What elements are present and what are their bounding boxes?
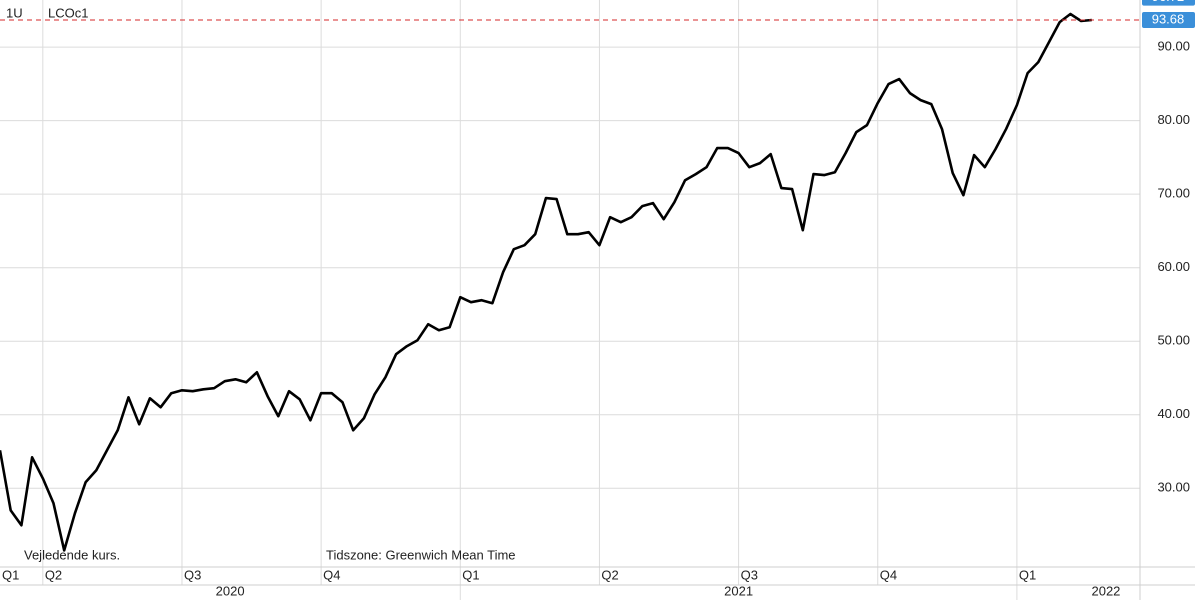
year-label: 2022 (1091, 583, 1120, 598)
x-tick-label: Q3 (741, 567, 758, 582)
x-tick-label: Q1 (1019, 567, 1036, 582)
year-label: 2021 (724, 583, 753, 598)
timezone-note: Tidszone: Greenwich Mean Time (326, 547, 516, 562)
y-tick-label: 90.00 (1157, 39, 1190, 54)
y-tick-label: 50.00 (1157, 333, 1190, 348)
y-tick-label: 60.00 (1157, 259, 1190, 274)
y-tick-label: 70.00 (1157, 186, 1190, 201)
y-tick-label: 40.00 (1157, 406, 1190, 421)
interval-label: 1U (6, 5, 23, 20)
price-box-label: 93.68 (1152, 11, 1185, 26)
x-tick-label: Q1 (2, 567, 19, 582)
x-tick-label: Q4 (880, 567, 897, 582)
price-box (1142, 12, 1195, 29)
symbol-label: LCOc1 (48, 5, 88, 20)
grid (0, 0, 1140, 585)
year-label: 2020 (216, 583, 245, 598)
x-tick-label: Q1 (462, 567, 479, 582)
price-box-label: 96.72 (1152, 0, 1185, 4)
x-tick-label: Q4 (323, 567, 340, 582)
x-tick-label: Q2 (601, 567, 618, 582)
x-tick-label: Q3 (184, 567, 201, 582)
y-tick-label: 30.00 (1157, 480, 1190, 495)
price-line (0, 12, 1092, 552)
y-tick-label: 80.00 (1157, 112, 1190, 127)
price-box (1142, 0, 1195, 6)
x-tick-label: Q2 (45, 567, 62, 582)
note: Vejledende kurs. (24, 547, 120, 562)
